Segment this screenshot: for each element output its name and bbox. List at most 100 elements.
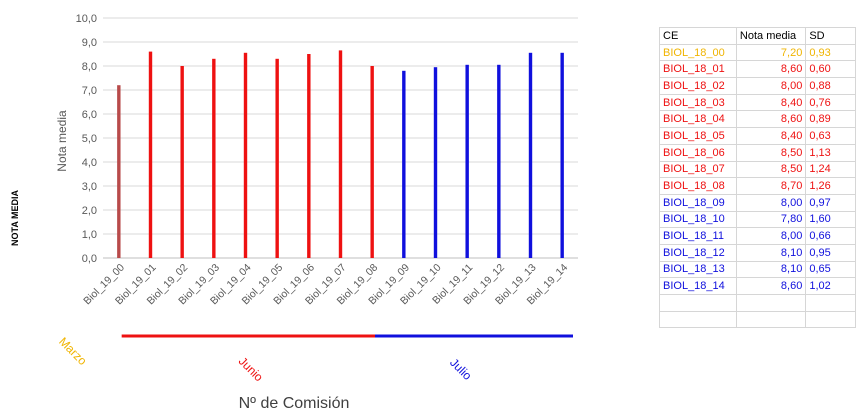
bar — [338, 50, 343, 259]
table-row: BIOL_18_01 8,60 0,60 — [659, 60, 856, 79]
table-cell: 8,00 — [735, 193, 807, 212]
table-cell: Nota media — [735, 27, 807, 45]
table-cell: 0,89 — [805, 110, 856, 129]
table-cell: 8,50 — [735, 143, 807, 162]
table-cell: BIOL_18_11 — [659, 227, 737, 245]
table-cell — [735, 310, 807, 329]
bar — [212, 58, 216, 258]
y-tick-label: 2,0 — [82, 205, 97, 217]
table-cell: 1,26 — [805, 177, 856, 195]
table-cell: 8,60 — [735, 110, 807, 129]
bar — [528, 52, 533, 258]
y-tick-label: 0,0 — [82, 253, 97, 265]
table-cell: BIOL_18_04 — [659, 110, 737, 129]
table-cell: 8,10 — [735, 260, 807, 279]
table-cell: 8,60 — [735, 277, 807, 295]
table-cell: 7,80 — [735, 210, 807, 229]
table-cell: 1,24 — [805, 160, 856, 179]
group-label: Julio — [447, 355, 475, 383]
bar — [117, 85, 121, 258]
bar — [433, 67, 438, 258]
bar — [560, 52, 564, 258]
table-cell: 8,60 — [735, 60, 807, 79]
bar — [465, 64, 469, 258]
bar — [402, 70, 406, 258]
table-cell — [735, 294, 807, 312]
table-cell: BIOL_18_10 — [659, 210, 737, 229]
table-row: BIOL_18_11 8,00 0,66 — [659, 227, 856, 245]
y-tick-label: 9,0 — [82, 37, 97, 49]
table-cell: BIOL_18_05 — [659, 127, 737, 145]
table-cell — [659, 294, 737, 312]
table-cell — [805, 294, 856, 312]
y-tick-label: 6,0 — [82, 109, 97, 121]
table-cell: BIOL_18_00 — [659, 43, 737, 62]
table-row: BIOL_18_08 8,70 1,26 — [659, 177, 856, 195]
data-table: CE Nota media SD BIOL_18_00 7,20 0,93 BIOL_18_… — [659, 27, 856, 329]
table-cell: 0,93 — [805, 43, 856, 62]
table-row: BIOL_18_12 8,10 0,95 — [659, 243, 856, 262]
y-tick-label: 7,0 — [82, 85, 97, 97]
bar — [307, 54, 311, 258]
y-tick-label: 3,0 — [82, 181, 97, 193]
table-cell: BIOL_18_14 — [659, 277, 737, 295]
table-cell: 8,00 — [735, 77, 807, 95]
table-cell: 8,10 — [735, 243, 807, 262]
table-row: BIOL_18_14 8,60 1,02 — [659, 277, 856, 295]
table-cell: 7,20 — [735, 43, 807, 62]
bar — [275, 58, 279, 258]
bar — [180, 66, 184, 258]
table-row: BIOL_18_07 8,50 1,24 — [659, 160, 856, 179]
y-tick-label: 10,0 — [76, 13, 97, 25]
table-row: BIOL_18_09 8,00 0,97 — [659, 193, 856, 212]
table-cell: BIOL_18_08 — [659, 177, 737, 195]
table-cell: 8,00 — [735, 227, 807, 245]
table-row: BIOL_18_05 8,40 0,63 — [659, 127, 856, 145]
table-cell: BIOL_18_07 — [659, 160, 737, 179]
y-tick-label: 1,0 — [82, 229, 97, 241]
table-cell — [659, 310, 737, 329]
table-row — [659, 310, 856, 329]
bar-chart: 0,0 1,0 2,0 3,0 4,0 5,0 6,0 7,0 8,0 9,0 10,0 Nota m… — [10, 13, 578, 412]
table-row: BIOL_18_02 8,00 0,88 — [659, 77, 856, 95]
table-cell: BIOL_18_13 — [659, 260, 737, 279]
table-cell: 0,63 — [805, 127, 856, 145]
table-row: BIOL_18_00 7,20 0,93 — [659, 43, 856, 62]
table-cell: CE — [659, 27, 737, 45]
table-cell: 0,88 — [805, 77, 856, 95]
table-cell: 8,40 — [735, 93, 807, 112]
table-cell: 0,76 — [805, 93, 856, 112]
table-cell: SD — [805, 27, 856, 45]
table-row — [659, 294, 856, 312]
y-tick-label: 5,0 — [82, 133, 97, 145]
bar — [370, 66, 374, 258]
bar — [148, 51, 153, 258]
table-cell: 8,40 — [735, 127, 807, 145]
table-cell: 1,13 — [805, 143, 856, 162]
table-cell: 1,60 — [805, 210, 856, 229]
table-cell: 8,70 — [735, 177, 807, 195]
y-tick-label: 4,0 — [82, 157, 97, 169]
table-cell: 0,95 — [805, 243, 856, 262]
table-row: BIOL_18_10 7,80 1,60 — [659, 210, 856, 229]
table-cell: BIOL_18_09 — [659, 193, 737, 212]
table-cell — [805, 310, 856, 329]
y-tick-label: 8,0 — [82, 61, 97, 73]
table-row: BIOL_18_03 8,40 0,76 — [659, 93, 856, 112]
table-header-row: CE Nota media SD — [659, 27, 856, 45]
chart-canvas: 0,0 1,0 2,0 3,0 4,0 5,0 6,0 7,0 8,0 9,0 10,0 Nota m… — [10, 13, 578, 412]
table-cell: 8,50 — [735, 160, 807, 179]
table-cell: BIOL_18_03 — [659, 93, 737, 112]
table-row: BIOL_18_13 8,10 0,65 — [659, 260, 856, 279]
group-label: Marzo — [56, 334, 90, 368]
table-cell: 0,97 — [805, 193, 856, 212]
bar — [243, 52, 248, 258]
table-cell: BIOL_18_01 — [659, 60, 737, 79]
table-cell: BIOL_18_06 — [659, 143, 737, 162]
table-cell: BIOL_18_02 — [659, 77, 737, 95]
table-row: BIOL_18_04 8,60 0,89 — [659, 110, 856, 129]
x-axis-title: Nº de Comisión — [239, 395, 350, 412]
group-label: Junio — [236, 354, 266, 384]
table-cell: 0,65 — [805, 260, 856, 279]
table-body: CE Nota media SD BIOL_18_00 7,20 0,93 BIOL_18_… — [659, 27, 856, 329]
